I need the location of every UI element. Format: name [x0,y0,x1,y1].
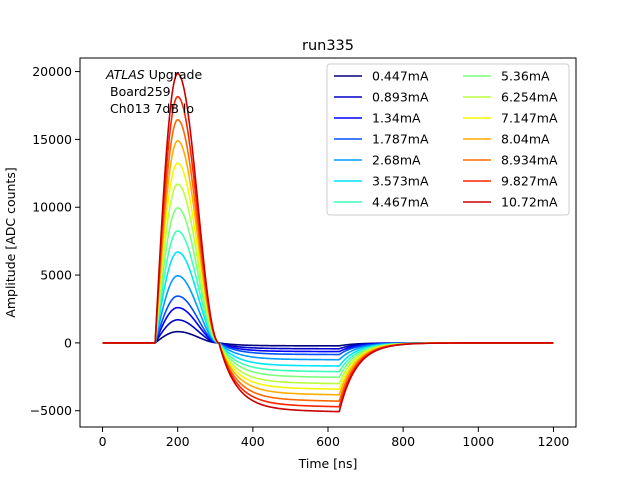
legend-label: 1.787mA [372,132,429,147]
y-tick-label: 10000 [32,200,72,215]
x-axis-label: Time [ns] [298,456,358,471]
y-axis-ticks: −5000 0 5000 10000 15000 20000 [30,64,80,418]
series-line-5 [102,274,554,361]
chart-title: run335 [302,38,354,54]
y-tick-label: 5000 [40,268,72,283]
legend-label: 0.447mA [372,69,429,84]
x-axis-ticks: 0 200 400 600 800 1000 1200 [99,427,570,449]
legend-items: 0.447mA 0.893mA 1.34mA 1.787mA 2.68mA 3.573mA… [334,69,558,210]
annotation-atlas: ATLAS [105,67,145,82]
annotation-upgrade: Upgrade [145,67,203,82]
legend-label: 2.68mA [372,153,421,168]
x-tick-label: 1000 [462,434,494,449]
x-tick-label: 1200 [538,434,570,449]
legend-label: 5.36mA [501,69,550,84]
y-tick-label: 0 [64,335,72,350]
legend-label: 8.934mA [501,153,558,168]
x-tick-label: 200 [166,434,190,449]
legend: 0.447mA 0.893mA 1.34mA 1.787mA 2.68mA 3.573mA… [326,63,570,216]
y-tick-label: 20000 [32,64,72,79]
legend-label: 6.254mA [501,90,558,105]
atlas-annotation: ATLAS Upgrade Board259 Ch013 7dB lo [105,67,202,116]
y-tick-label: 15000 [32,132,72,147]
series-line-2 [102,319,554,350]
y-axis-label: Amplitude [ADC counts] [3,167,18,317]
series-line-3 [102,306,554,353]
x-tick-label: 400 [241,434,265,449]
annotation-line-1: ATLAS Upgrade [105,67,202,82]
x-tick-label: 800 [391,434,415,449]
plot-lines [102,72,554,413]
legend-label: 10.72mA [501,195,558,210]
x-tick-label: 600 [316,434,340,449]
x-tick-label: 0 [99,434,107,449]
y-tick-label: −5000 [30,403,72,418]
series-line-14 [102,72,554,413]
annotation-line-3: Ch013 7dB lo [110,101,194,116]
legend-frame [326,63,570,216]
annotation-line-2: Board259 [110,84,171,99]
legend-label: 3.573mA [372,174,429,189]
legend-label: 8.04mA [501,132,550,147]
legend-label: 4.467mA [372,195,429,210]
legend-label: 9.827mA [501,174,558,189]
legend-label: 0.893mA [372,90,429,105]
legend-label: 7.147mA [501,111,558,126]
legend-label: 1.34mA [372,111,421,126]
